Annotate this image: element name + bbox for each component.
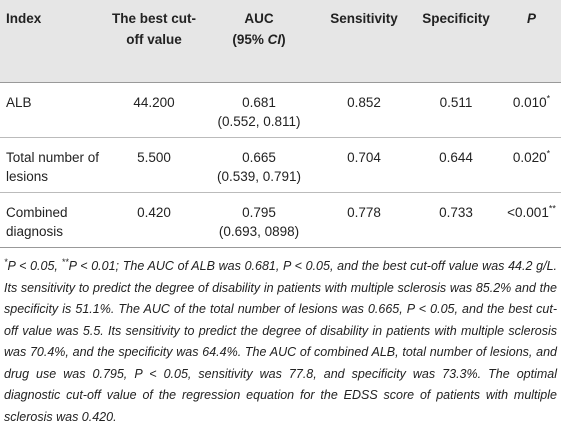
table-cell: 44.200 [108, 82, 200, 138]
footnote-mark: ** [61, 256, 69, 267]
cell-line: (0.539, 0.791) [216, 169, 302, 184]
cell-mark: * [546, 148, 551, 159]
cell-line: 0.795 [242, 205, 276, 220]
table-cell: 0.665 (0.539, 0.791) [200, 137, 318, 193]
header-cell: Index [0, 0, 108, 83]
cell-line: 0.681 [242, 95, 276, 110]
footnote-mark: * [4, 256, 8, 267]
table-row: Total number of lesions 5.500 0.665 (0.539,… [0, 137, 561, 193]
table-cell: 0.795 (0.693, 0898) [200, 192, 318, 248]
footnote-text: P < 0.01; The AUC of ALB was 0.681, P < … [4, 259, 557, 424]
cell-line: (0.693, 0898) [218, 224, 300, 239]
cell-text: 0.010 [512, 95, 547, 110]
table-cell: ALB [0, 82, 108, 138]
table-cell: Combined diagnosis [0, 192, 108, 248]
header-cell: AUC (95% CI) [200, 0, 318, 83]
header-cell: P [502, 0, 561, 83]
table-cell: 0.511 [410, 82, 502, 138]
footnote-text: P < 0.05, [7, 259, 62, 273]
table-cell: Total number of lesions [0, 137, 108, 193]
header-text: CI [267, 32, 282, 47]
cell-line: 0.665 [242, 150, 276, 165]
cell-text: <0.001 [507, 205, 549, 220]
header-text: AUC [244, 11, 274, 26]
header-text: ) [281, 32, 286, 47]
table-cell: 0.644 [410, 137, 502, 193]
table-cell: 5.500 [108, 137, 200, 193]
cell-line: (0.552, 0.811) [217, 114, 301, 129]
table-cell: 0.681 (0.552, 0.811) [200, 82, 318, 138]
header-cell: The best cut-off value [108, 0, 200, 83]
table-cell: 0.704 [318, 137, 410, 193]
cell-mark: * [546, 93, 551, 104]
results-table: Index The best cut-off value AUC (95% CI)… [0, 0, 561, 248]
header-cell: Sensitivity [318, 0, 410, 83]
table-row: ALB 44.200 0.681 (0.552, 0.811) 0.852 0.511 0.… [0, 82, 561, 138]
table-cell: 0.733 [410, 192, 502, 248]
table-cell: 0.020* [502, 137, 561, 193]
table-cell: 0.010* [502, 82, 561, 138]
table-row: Combined diagnosis 0.420 0.795 (0.693, 0898… [0, 192, 561, 248]
header-cell: Specificity [410, 0, 502, 83]
header-row: Index The best cut-off value AUC (95% CI)… [0, 0, 561, 83]
cell-mark: ** [548, 203, 556, 214]
table-cell: 0.852 [318, 82, 410, 138]
footnote: *P < 0.05, **P < 0.01; The AUC of ALB wa… [0, 248, 561, 428]
table-cell: <0.001** [502, 192, 561, 248]
table-cell: 0.778 [318, 192, 410, 248]
cell-text: 0.020 [512, 150, 547, 165]
header-text: (95% [232, 32, 268, 47]
table-cell: 0.420 [108, 192, 200, 248]
